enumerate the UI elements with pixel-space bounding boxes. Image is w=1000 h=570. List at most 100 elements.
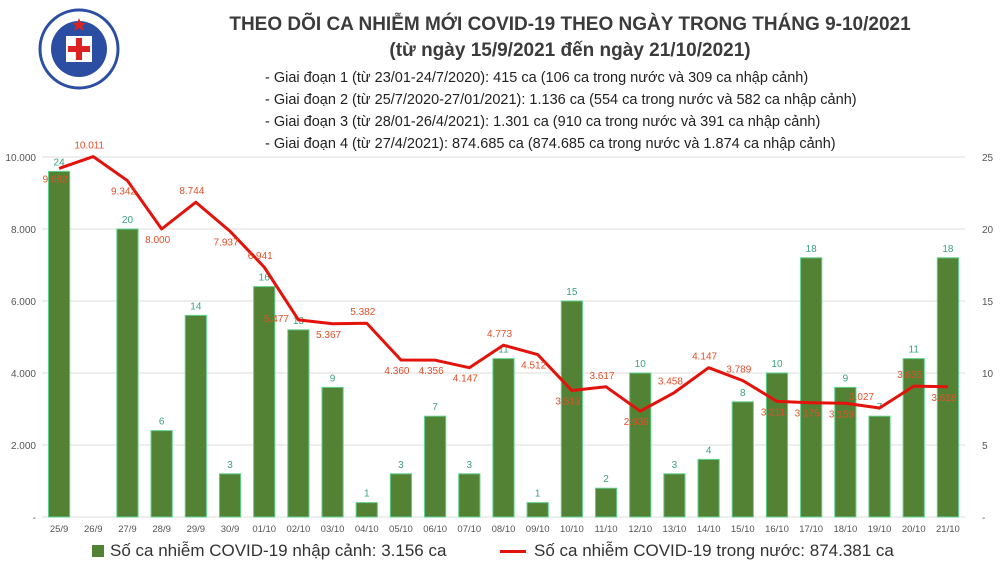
x-tick-label: 21/10 <box>936 524 960 535</box>
x-tick-label: 26/9 <box>84 524 103 535</box>
line-data-label: 4.512 <box>521 361 546 372</box>
bar-data-label: 9 <box>330 373 336 384</box>
bar <box>321 386 344 518</box>
line-series <box>58 155 948 413</box>
line-data-label: 8.000 <box>145 235 170 246</box>
bar <box>184 314 207 518</box>
bar-data-label: 11 <box>498 345 509 356</box>
bar <box>868 415 891 518</box>
bar <box>47 170 71 518</box>
phase-3: - Giai đoạn 3 (từ 28/01-26/4/2021): 1.30… <box>265 114 821 130</box>
left-tick-label: 4.000 <box>11 369 36 380</box>
x-tick-label: 02/10 <box>286 524 310 535</box>
bar-data-label: 3 <box>227 460 233 471</box>
right-tick-label: - <box>982 513 985 524</box>
legend-bar-label: Số ca nhiễm COVID-19 nhập cảnh: 3.156 ca <box>110 541 447 560</box>
legend-bar: Số ca nhiễm COVID-19 nhập cảnh: 3.156 ca <box>92 541 446 561</box>
x-tick-label: 08/10 <box>492 524 516 535</box>
line-data-label: 3.027 <box>849 392 874 403</box>
x-tick-label: 13/10 <box>663 524 687 535</box>
line-data-label: 8.744 <box>179 186 204 197</box>
bar-data-label: 3 <box>398 460 404 471</box>
bar <box>150 430 173 518</box>
bar-data-label: 24 <box>54 157 66 168</box>
bar <box>629 372 652 518</box>
bar-data-label: 3 <box>467 460 473 471</box>
line-data-label: 6.941 <box>248 251 273 262</box>
x-tick-label: 06/10 <box>423 524 447 535</box>
x-tick-label: 19/10 <box>868 524 892 535</box>
bar-data-label: 9 <box>843 373 849 384</box>
line-data-label: 5.477 <box>264 314 289 325</box>
line-data-label: 3.458 <box>658 377 683 388</box>
bar-data-label: 18 <box>806 244 818 255</box>
bar <box>526 502 549 518</box>
bar-data-label: 10 <box>771 359 783 370</box>
line-data-label: 4.773 <box>487 329 512 340</box>
bar-data-label: 1 <box>535 489 541 500</box>
bar <box>765 372 789 518</box>
bar <box>458 473 481 518</box>
right-tick-label: 15 <box>982 297 994 308</box>
ministry-of-health-logo <box>38 8 120 90</box>
chart-subtitle: (từ ngày 15/9/2021 đến ngày 21/10/2021) <box>389 40 751 61</box>
x-tick-label: 10/10 <box>560 524 584 535</box>
bar <box>902 358 925 518</box>
phase-1: - Giai đoạn 1 (từ 23/01-24/7/2020): 415 … <box>265 70 809 86</box>
bar <box>663 473 686 518</box>
bar-data-label: 7 <box>432 402 438 413</box>
left-tick-label: 10.000 <box>5 153 36 164</box>
line-data-label: 3.513 <box>555 397 580 408</box>
left-tick-label: 6.000 <box>11 297 36 308</box>
legend-bar-swatch <box>92 545 104 557</box>
line-data-label: 9.342 <box>111 187 136 198</box>
x-tick-label: 27/9 <box>118 524 137 535</box>
line-data-label: 3.635 <box>897 370 922 381</box>
bar <box>560 300 583 518</box>
legend-line: Số ca nhiễm COVID-19 trong nước: 874.381… <box>500 541 894 561</box>
x-tick-label: 18/10 <box>833 524 857 535</box>
bar-data-label: 14 <box>190 301 202 312</box>
line-data-label: 3.159 <box>829 409 854 420</box>
x-tick-label: 12/10 <box>628 524 652 535</box>
x-tick-label: 25/9 <box>50 524 69 535</box>
bar-data-label: 3 <box>672 460 678 471</box>
line-data-label: 4.147 <box>692 352 717 363</box>
chart-title: THEO DÕI CA NHIỄM MỚI COVID-19 THEO NGÀY… <box>229 14 911 35</box>
line-data-label: 3.618 <box>931 393 956 404</box>
x-tick-label: 03/10 <box>321 524 345 535</box>
x-tick-label: 30/9 <box>221 524 240 535</box>
bar <box>287 329 310 518</box>
x-tick-label: 17/10 <box>799 524 823 535</box>
x-tick-label: 09/10 <box>526 524 550 535</box>
bar <box>834 386 857 518</box>
bar <box>253 286 276 518</box>
bar-data-label: 11 <box>909 345 920 356</box>
bar-data-label: 1 <box>364 489 370 500</box>
left-tick-label: 8.000 <box>11 225 36 236</box>
x-tick-label: 05/10 <box>389 524 413 535</box>
bar-data-label: 15 <box>566 287 578 298</box>
line-data-label: 4.360 <box>384 366 409 377</box>
x-tick-label: 29/9 <box>187 524 206 535</box>
x-tick-label: 14/10 <box>697 524 721 535</box>
bar-data-label: 20 <box>122 215 134 226</box>
line-data-label: 9.682 <box>43 174 68 185</box>
x-tick-label: 28/9 <box>152 524 171 535</box>
x-tick-label: 16/10 <box>765 524 789 535</box>
line-data-label: 3.175 <box>795 409 820 420</box>
x-tick-label: 01/10 <box>252 524 276 535</box>
right-tick-label: 10 <box>982 369 994 380</box>
line-data-label: 5.367 <box>316 330 341 341</box>
bar-data-label: 6 <box>159 417 165 428</box>
line-data-label: 5.382 <box>350 307 375 318</box>
line-data-label: 3.211 <box>761 407 786 418</box>
x-tick-label: 04/10 <box>355 524 379 535</box>
bar <box>424 415 447 518</box>
line-data-label: 4.147 <box>453 374 478 385</box>
bar-data-label: 18 <box>942 244 954 255</box>
bar <box>492 358 515 518</box>
right-tick-label: 20 <box>982 225 994 236</box>
bar <box>697 458 720 518</box>
bar-data-label: 8 <box>740 388 746 399</box>
